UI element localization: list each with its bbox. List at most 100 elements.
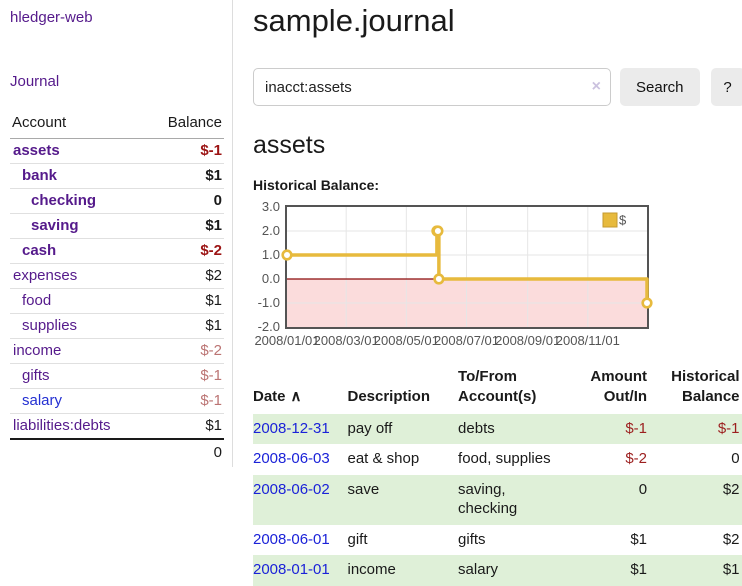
accounts-header-balance: Balance — [145, 111, 224, 139]
transaction-date-link[interactable]: 2008-06-01 — [253, 530, 330, 548]
sidebar-account-salary[interactable]: salary — [22, 392, 63, 409]
transaction-date-link[interactable]: 2008-06-03 — [253, 450, 330, 468]
sidebar-account-assets[interactable]: assets — [13, 142, 60, 159]
sort-ascending-icon[interactable]: ∧ — [290, 387, 302, 405]
x-axis-tick-label: 2008/05/01 — [373, 333, 439, 348]
transaction-date-link[interactable]: 2008-01-01 — [253, 561, 330, 579]
accounts-total-row: 0 — [10, 438, 224, 465]
legend-swatch — [602, 212, 618, 228]
account-row: cash $-2 — [10, 238, 224, 264]
historical-balance-chart: $ 3.0 2.0 1.0 0.0 -1.0 -2.0 2008/01/01 2008/03/… — [253, 200, 742, 353]
register-col-label: Balance — [681, 387, 740, 405]
account-row: assets $-1 — [10, 138, 224, 164]
y-axis-tick-label: 3.0 — [261, 199, 280, 214]
transaction-accounts: food, supplies — [458, 450, 551, 468]
transaction-accounts: debts — [458, 413, 571, 445]
sidebar-account-food[interactable]: food — [22, 292, 52, 309]
sidebar-account-liabilities-debts[interactable]: liabilities:debts — [13, 417, 111, 434]
transaction-balance: $-1 — [652, 413, 742, 445]
x-axis-tick-label: 2008/11/01 — [555, 333, 620, 348]
register-col-label: Account(s) — [458, 387, 537, 405]
account-balance: $1 — [145, 288, 224, 314]
legend-label: $ — [619, 213, 627, 228]
x-axis-tick-label: 2008/03/01 — [313, 333, 379, 348]
data-point-marker — [433, 273, 445, 285]
sidebar-account-saving[interactable]: saving — [31, 217, 79, 234]
transaction-balance: $2 — [722, 530, 740, 548]
account-balance: $1 — [145, 213, 224, 239]
account-row: supplies $1 — [10, 313, 224, 339]
register-col-historical-balance: Historical Balance — [652, 367, 742, 414]
register-col-label: Date — [253, 387, 286, 405]
register-row: 2008-06-02 save saving, checking 0 $2 — [253, 474, 742, 525]
account-balance: $1 — [145, 163, 224, 189]
y-axis-tick-label: 2.0 — [261, 223, 280, 238]
account-row: bank $1 — [10, 163, 224, 189]
sidebar-account-expenses[interactable]: expenses — [13, 267, 78, 284]
transaction-date-link[interactable]: 2008-06-02 — [253, 480, 330, 498]
sidebar-account-gifts[interactable]: gifts — [22, 367, 50, 384]
account-row: saving $1 — [10, 213, 224, 239]
page-title: sample.journal — [253, 3, 455, 38]
search-input-wrap: × — [253, 68, 611, 106]
transaction-amount: $-1 — [570, 413, 653, 445]
account-balance: $-1 — [145, 388, 224, 414]
search-button[interactable]: Search — [620, 68, 700, 106]
register-col-description: Description — [347, 367, 458, 414]
register-row: 2008-01-01 income salary $1 $1 — [253, 555, 742, 586]
sidebar-account-checking[interactable]: checking — [31, 192, 97, 209]
transaction-description: pay off — [347, 413, 459, 445]
brand-link[interactable]: hledger-web — [10, 9, 93, 26]
transaction-date-link[interactable]: 2008-12-31 — [253, 419, 330, 437]
x-axis-tick-label: 2008/09/01 — [495, 333, 561, 348]
accounts-header-account: Account — [10, 111, 146, 139]
register-col-label: Description — [347, 387, 430, 405]
account-row: gifts $-1 — [10, 363, 224, 389]
chart-title: Historical Balance: — [253, 177, 380, 193]
register-col-label: Historical — [671, 368, 740, 385]
y-axis-tick-label: -1.0 — [257, 295, 280, 310]
accounts-table: Account Balance assets $-1 bank $1 checking 0… — [10, 111, 224, 465]
transaction-balance: $2 — [652, 474, 742, 525]
transaction-description: gift — [347, 530, 368, 548]
register-col-date[interactable]: Date ∧ — [253, 367, 347, 414]
transaction-balance: 0 — [731, 450, 740, 468]
sidebar: hledger-web Journal Account Balance asse… — [0, 0, 233, 467]
help-button[interactable]: ? — [710, 68, 742, 106]
y-axis-tick-label: 0.0 — [261, 271, 280, 286]
sidebar-item-journal[interactable]: Journal — [10, 73, 60, 90]
transaction-amount: 0 — [570, 474, 653, 525]
register-row: 2008-06-01 gift gifts $1 $2 — [253, 525, 742, 556]
x-axis-tick-label: 2008/01/01 — [254, 333, 320, 348]
sidebar-account-income[interactable]: income — [13, 342, 62, 359]
y-axis-tick-label: -2.0 — [257, 319, 280, 334]
account-heading: assets — [253, 131, 326, 159]
transaction-accounts: saving, checking — [458, 474, 571, 525]
sidebar-account-cash[interactable]: cash — [22, 242, 57, 259]
register-row: 2008-06-03 eat & shop food, supplies $-2 0 — [253, 444, 742, 475]
data-point-marker — [432, 225, 444, 237]
transaction-amount: $1 — [570, 555, 653, 586]
register-col-amount-out-in: Amount Out/In — [571, 367, 652, 414]
search-form: × Search ? — [253, 68, 742, 106]
account-balance: $-1 — [145, 138, 224, 164]
transaction-description: eat & shop — [347, 450, 420, 468]
search-input[interactable] — [253, 68, 611, 106]
sidebar-account-bank[interactable]: bank — [22, 167, 58, 184]
account-balance: $2 — [145, 263, 224, 289]
y-axis-tick-label: 1.0 — [261, 247, 280, 262]
transaction-accounts: salary — [458, 555, 571, 586]
account-balance: 0 — [145, 188, 224, 214]
sidebar-account-supplies[interactable]: supplies — [22, 317, 78, 334]
register-col-label: Amount — [590, 368, 648, 385]
account-row: food $1 — [10, 288, 224, 314]
chart-plot-area: $ — [281, 205, 653, 329]
transaction-description: income — [347, 555, 459, 586]
account-balance: $1 — [145, 413, 224, 440]
data-point-marker — [281, 249, 293, 261]
transaction-description: save — [347, 474, 459, 525]
accounts-total-value: 0 — [145, 438, 224, 465]
account-balance: $-2 — [145, 238, 224, 264]
clear-search-icon[interactable]: × — [591, 78, 601, 95]
